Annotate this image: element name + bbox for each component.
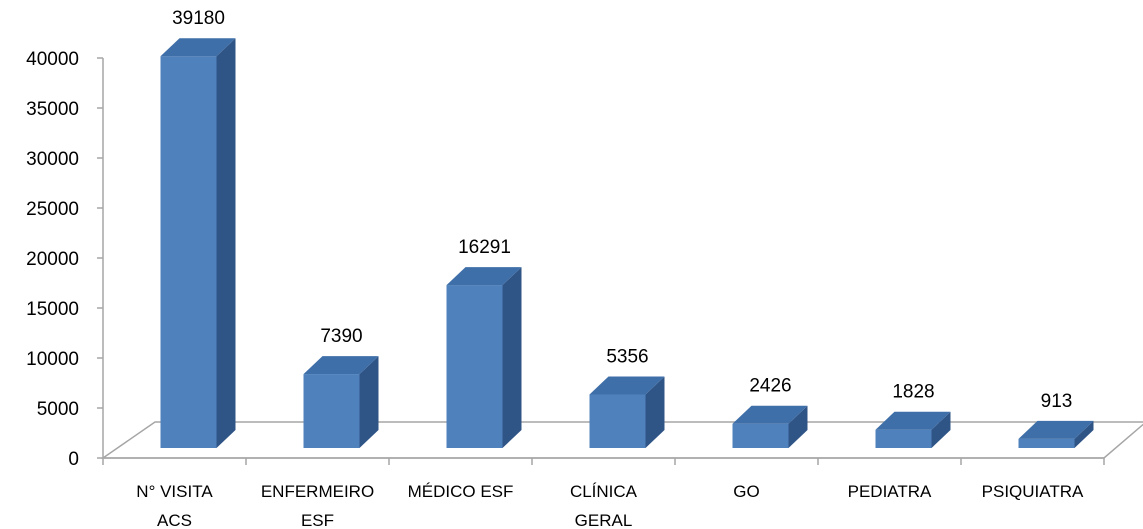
- bar-front: [589, 394, 646, 448]
- data-label: 1828: [892, 382, 934, 403]
- bar: [875, 411, 951, 448]
- bar-top: [589, 376, 665, 395]
- bar-side: [645, 376, 665, 448]
- value-labels: 39180 7390 16291 5356 2426 1828 913: [172, 8, 1072, 412]
- category-labels: N° VISITA ACS ENFERMEIRO ESF MÉDICO ESF CLÍNI…: [136, 482, 1084, 529]
- bar-top: [732, 405, 808, 424]
- data-label: 2426: [749, 376, 791, 397]
- bar-top: [1018, 420, 1094, 439]
- bar: [160, 38, 236, 448]
- x-tick-label: N° VISITA: [136, 482, 213, 501]
- y-tick-label: 15000: [26, 299, 79, 320]
- y-tick-label: 10000: [26, 349, 79, 370]
- x-tick-label: CLÍNICA: [570, 482, 638, 501]
- bar-side: [359, 356, 379, 448]
- bar-front: [160, 56, 217, 448]
- x-tick-label: GO: [733, 482, 759, 501]
- y-tick-label: 35000: [26, 99, 79, 120]
- data-label: 39180: [172, 8, 225, 29]
- bar: [446, 267, 522, 448]
- bar-top: [160, 38, 236, 57]
- data-label: 16291: [458, 237, 511, 258]
- y-tick-label: 0: [68, 449, 79, 470]
- y-tick-label: 25000: [26, 199, 79, 220]
- x-tick-label: PSIQUIATRA: [982, 482, 1084, 501]
- data-label: 913: [1041, 391, 1073, 412]
- bar-top: [303, 356, 379, 375]
- y-tick-label: 30000: [26, 149, 79, 170]
- bar-top: [875, 411, 951, 430]
- x-tick-label: GERAL: [575, 511, 633, 529]
- bar-front: [303, 374, 360, 448]
- data-label: 7390: [320, 326, 362, 347]
- bar: [1018, 420, 1094, 448]
- bars: [160, 38, 1094, 448]
- data-label: 5356: [606, 346, 648, 367]
- x-tick-label: PEDIATRA: [848, 482, 932, 501]
- y-tick-label: 20000: [26, 249, 79, 270]
- bar-side: [931, 411, 951, 448]
- x-tick-label: ACS: [157, 511, 192, 529]
- y-tick-label: 5000: [37, 399, 79, 420]
- bar-side: [216, 38, 236, 448]
- bar-side: [502, 267, 522, 448]
- y-tick-label: 40000: [26, 49, 79, 70]
- bar-side: [788, 405, 808, 448]
- x-tick-label: ENFERMEIRO: [261, 482, 374, 501]
- bar-side: [1074, 420, 1094, 448]
- bar: [303, 356, 379, 448]
- y-ticks: 0 5000 10000 15000 20000 25000 30000 35000 40000: [26, 49, 103, 470]
- bar-top: [446, 267, 522, 286]
- bar: [589, 376, 665, 448]
- bar-front: [1018, 438, 1075, 448]
- bar-front: [875, 429, 932, 448]
- bar: [732, 405, 808, 448]
- x-tick-label: MÉDICO ESF: [408, 482, 514, 501]
- bar-front: [732, 423, 789, 448]
- x-tick-label: ESF: [301, 511, 334, 529]
- bar-front: [446, 285, 503, 448]
